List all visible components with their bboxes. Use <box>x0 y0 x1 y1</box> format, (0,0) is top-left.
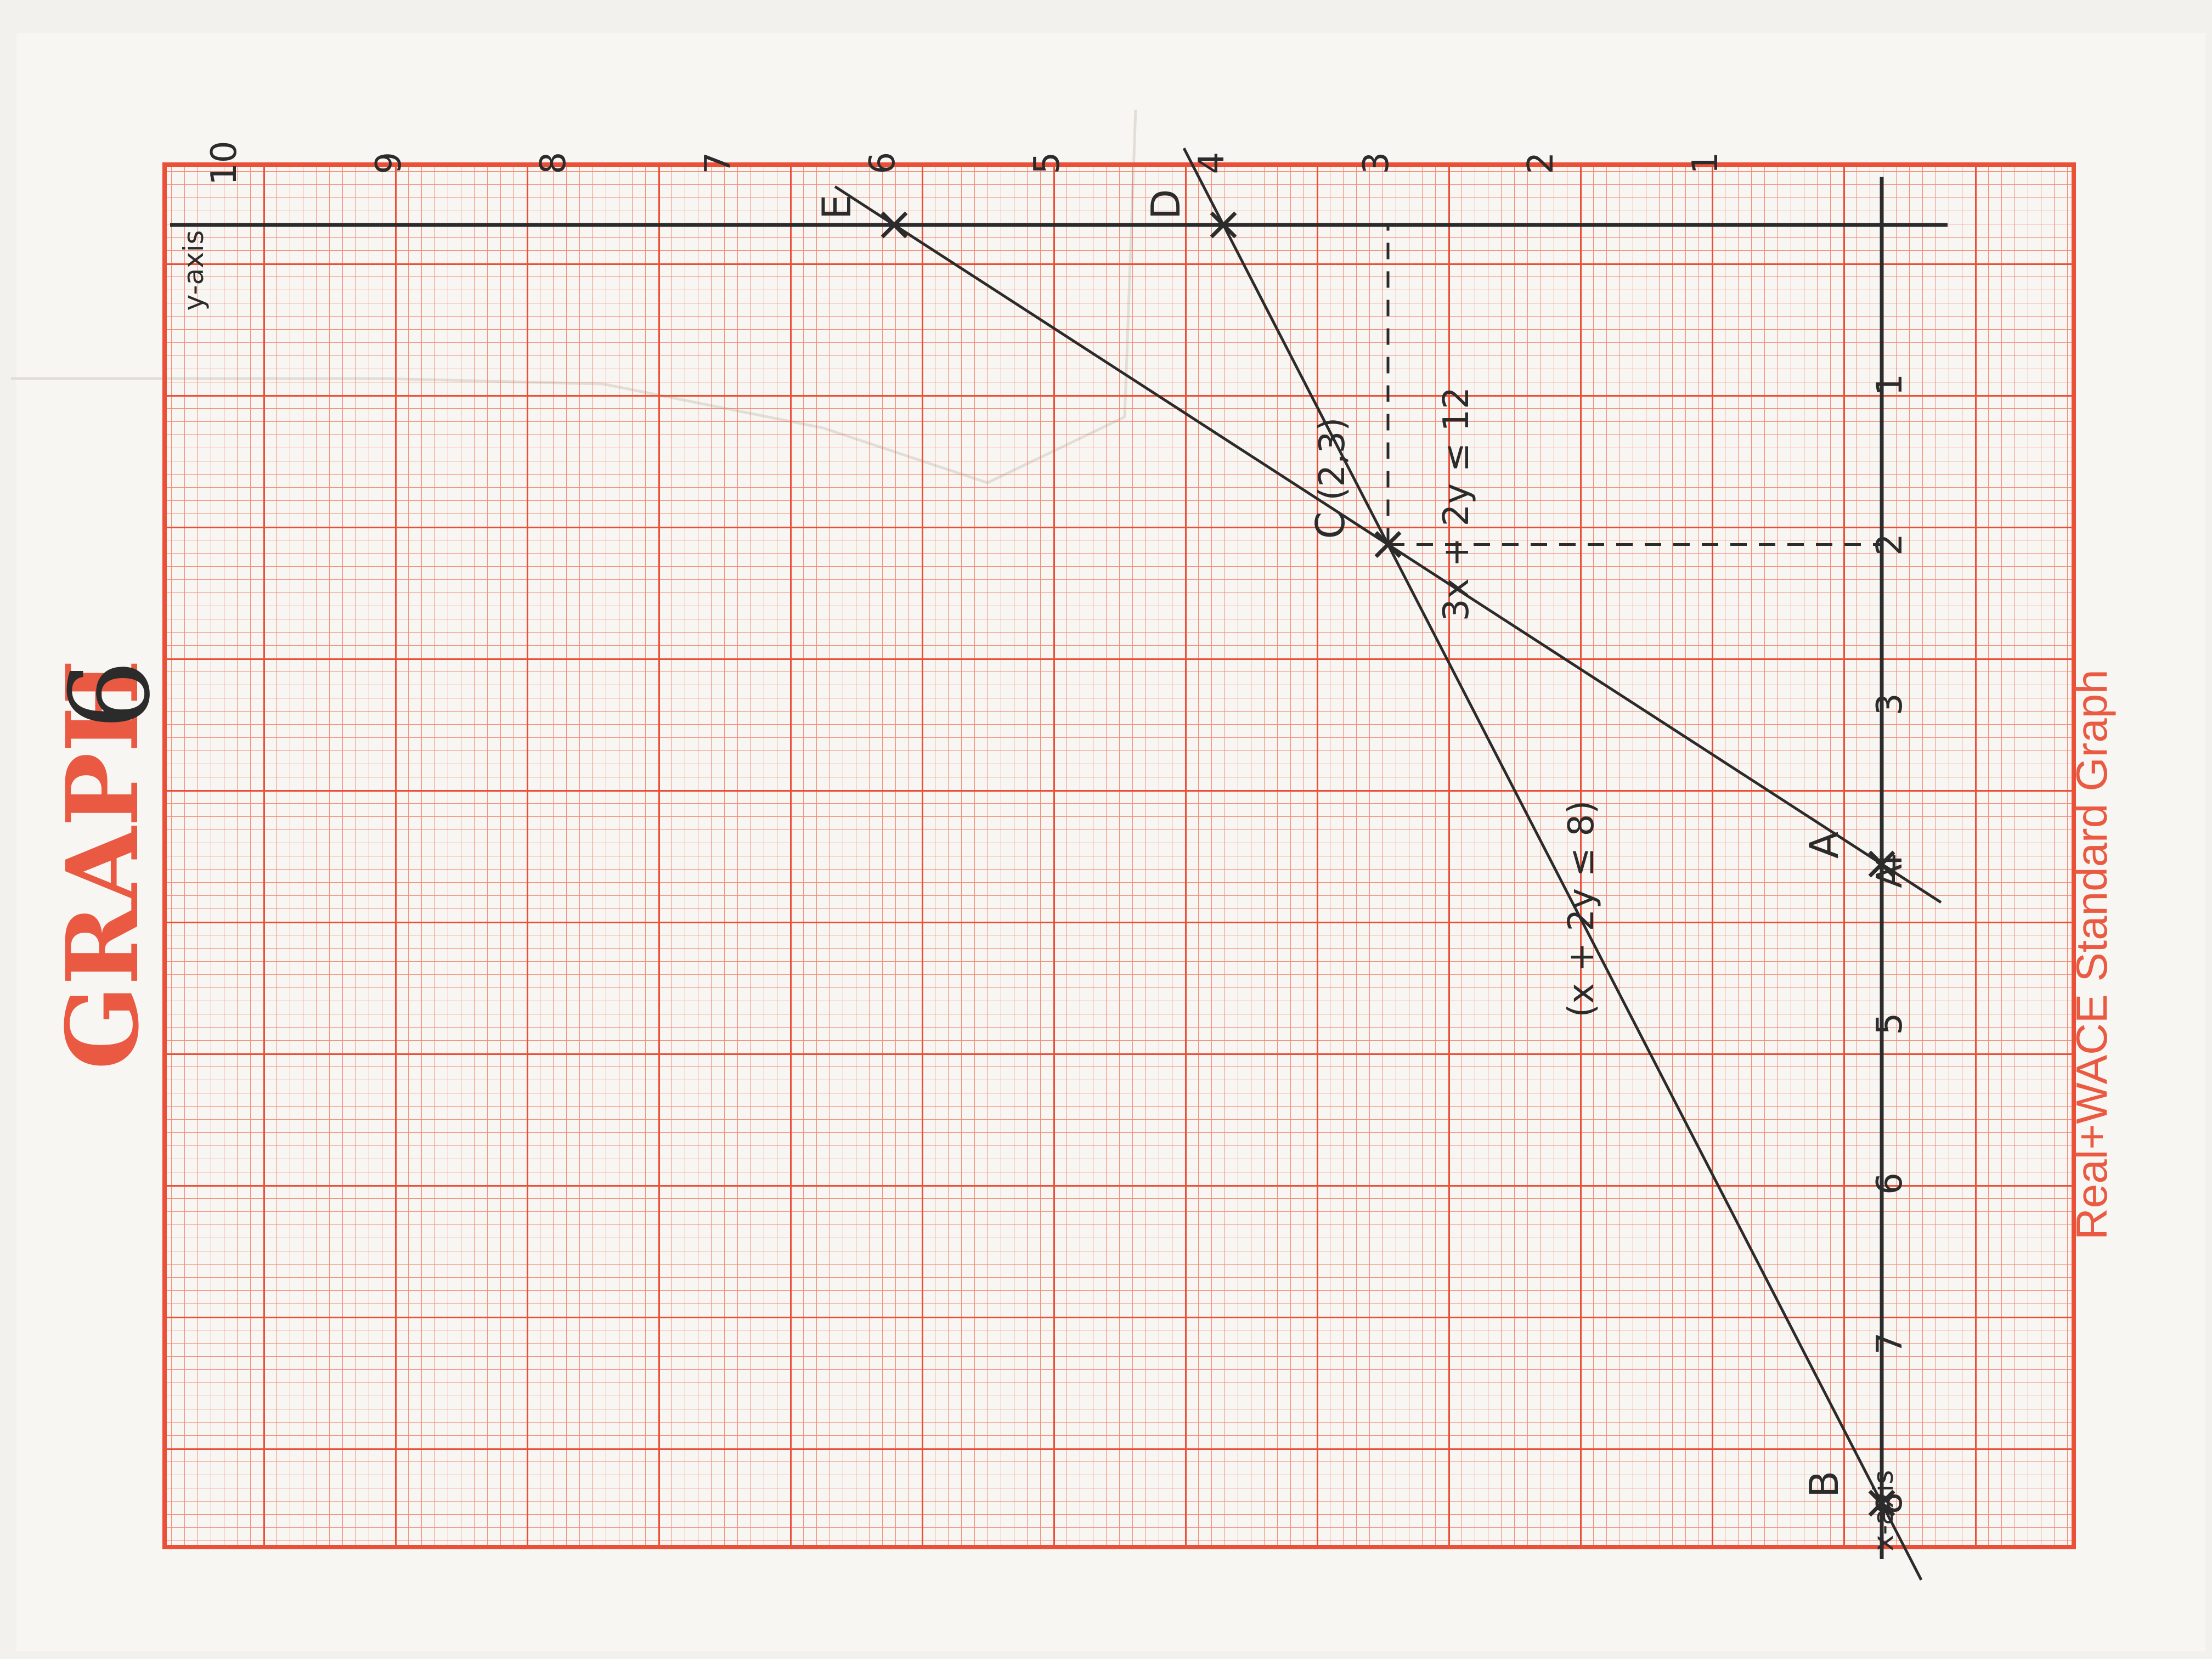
y-tick-label: 5 <box>1027 152 1068 174</box>
x-tick-label: 1 <box>1870 374 1910 396</box>
y-tick-label: 8 <box>533 152 574 174</box>
x-tick-label: 7 <box>1870 1332 1910 1355</box>
y-tick-label: 1 <box>1685 152 1726 174</box>
x-tick-label: 3 <box>1870 693 1910 715</box>
grid-paper <box>162 162 2076 1549</box>
point-label-d: D <box>1143 189 1189 219</box>
y-tick-label: 9 <box>369 152 409 174</box>
axis-point-label: A <box>1870 864 1910 888</box>
point-label-e: E <box>814 195 860 220</box>
graph-title: GRAPH <box>45 659 161 1070</box>
point-annotation-c: (2,3) <box>1312 417 1353 501</box>
point-marker-a <box>1868 850 1895 878</box>
point-label-a: A <box>1801 832 1847 859</box>
y-tick-label: 2 <box>1521 152 1561 174</box>
point-marker-b <box>1868 1489 1895 1517</box>
y-tick-label: 4 <box>1192 152 1232 174</box>
series-label-1: 3x + 2y ≤ 12 <box>1436 387 1477 621</box>
y-tick-label: 7 <box>698 152 738 174</box>
y-axis-label: y-axis <box>178 230 210 311</box>
y-tick-label: 10 <box>204 140 245 185</box>
point-label-b: B <box>1801 1471 1847 1498</box>
y-tick-label: 6 <box>862 152 903 174</box>
point-label-c: C <box>1307 511 1353 539</box>
point-marker-e <box>881 211 908 239</box>
series-label-2: (x + 2y ≤ 8) <box>1561 800 1602 1018</box>
series-line-2 <box>1182 148 1923 1581</box>
paper-brand: Real+WACE Standard Graph <box>2067 669 2116 1240</box>
point-marker-d <box>1210 211 1237 239</box>
point-marker-c <box>1374 531 1402 558</box>
y-tick-label: 3 <box>1356 152 1397 174</box>
x-tick-label: 5 <box>1870 1013 1910 1035</box>
graph-number: 6 <box>47 660 174 730</box>
x-tick-label: 6 <box>1870 1172 1910 1195</box>
